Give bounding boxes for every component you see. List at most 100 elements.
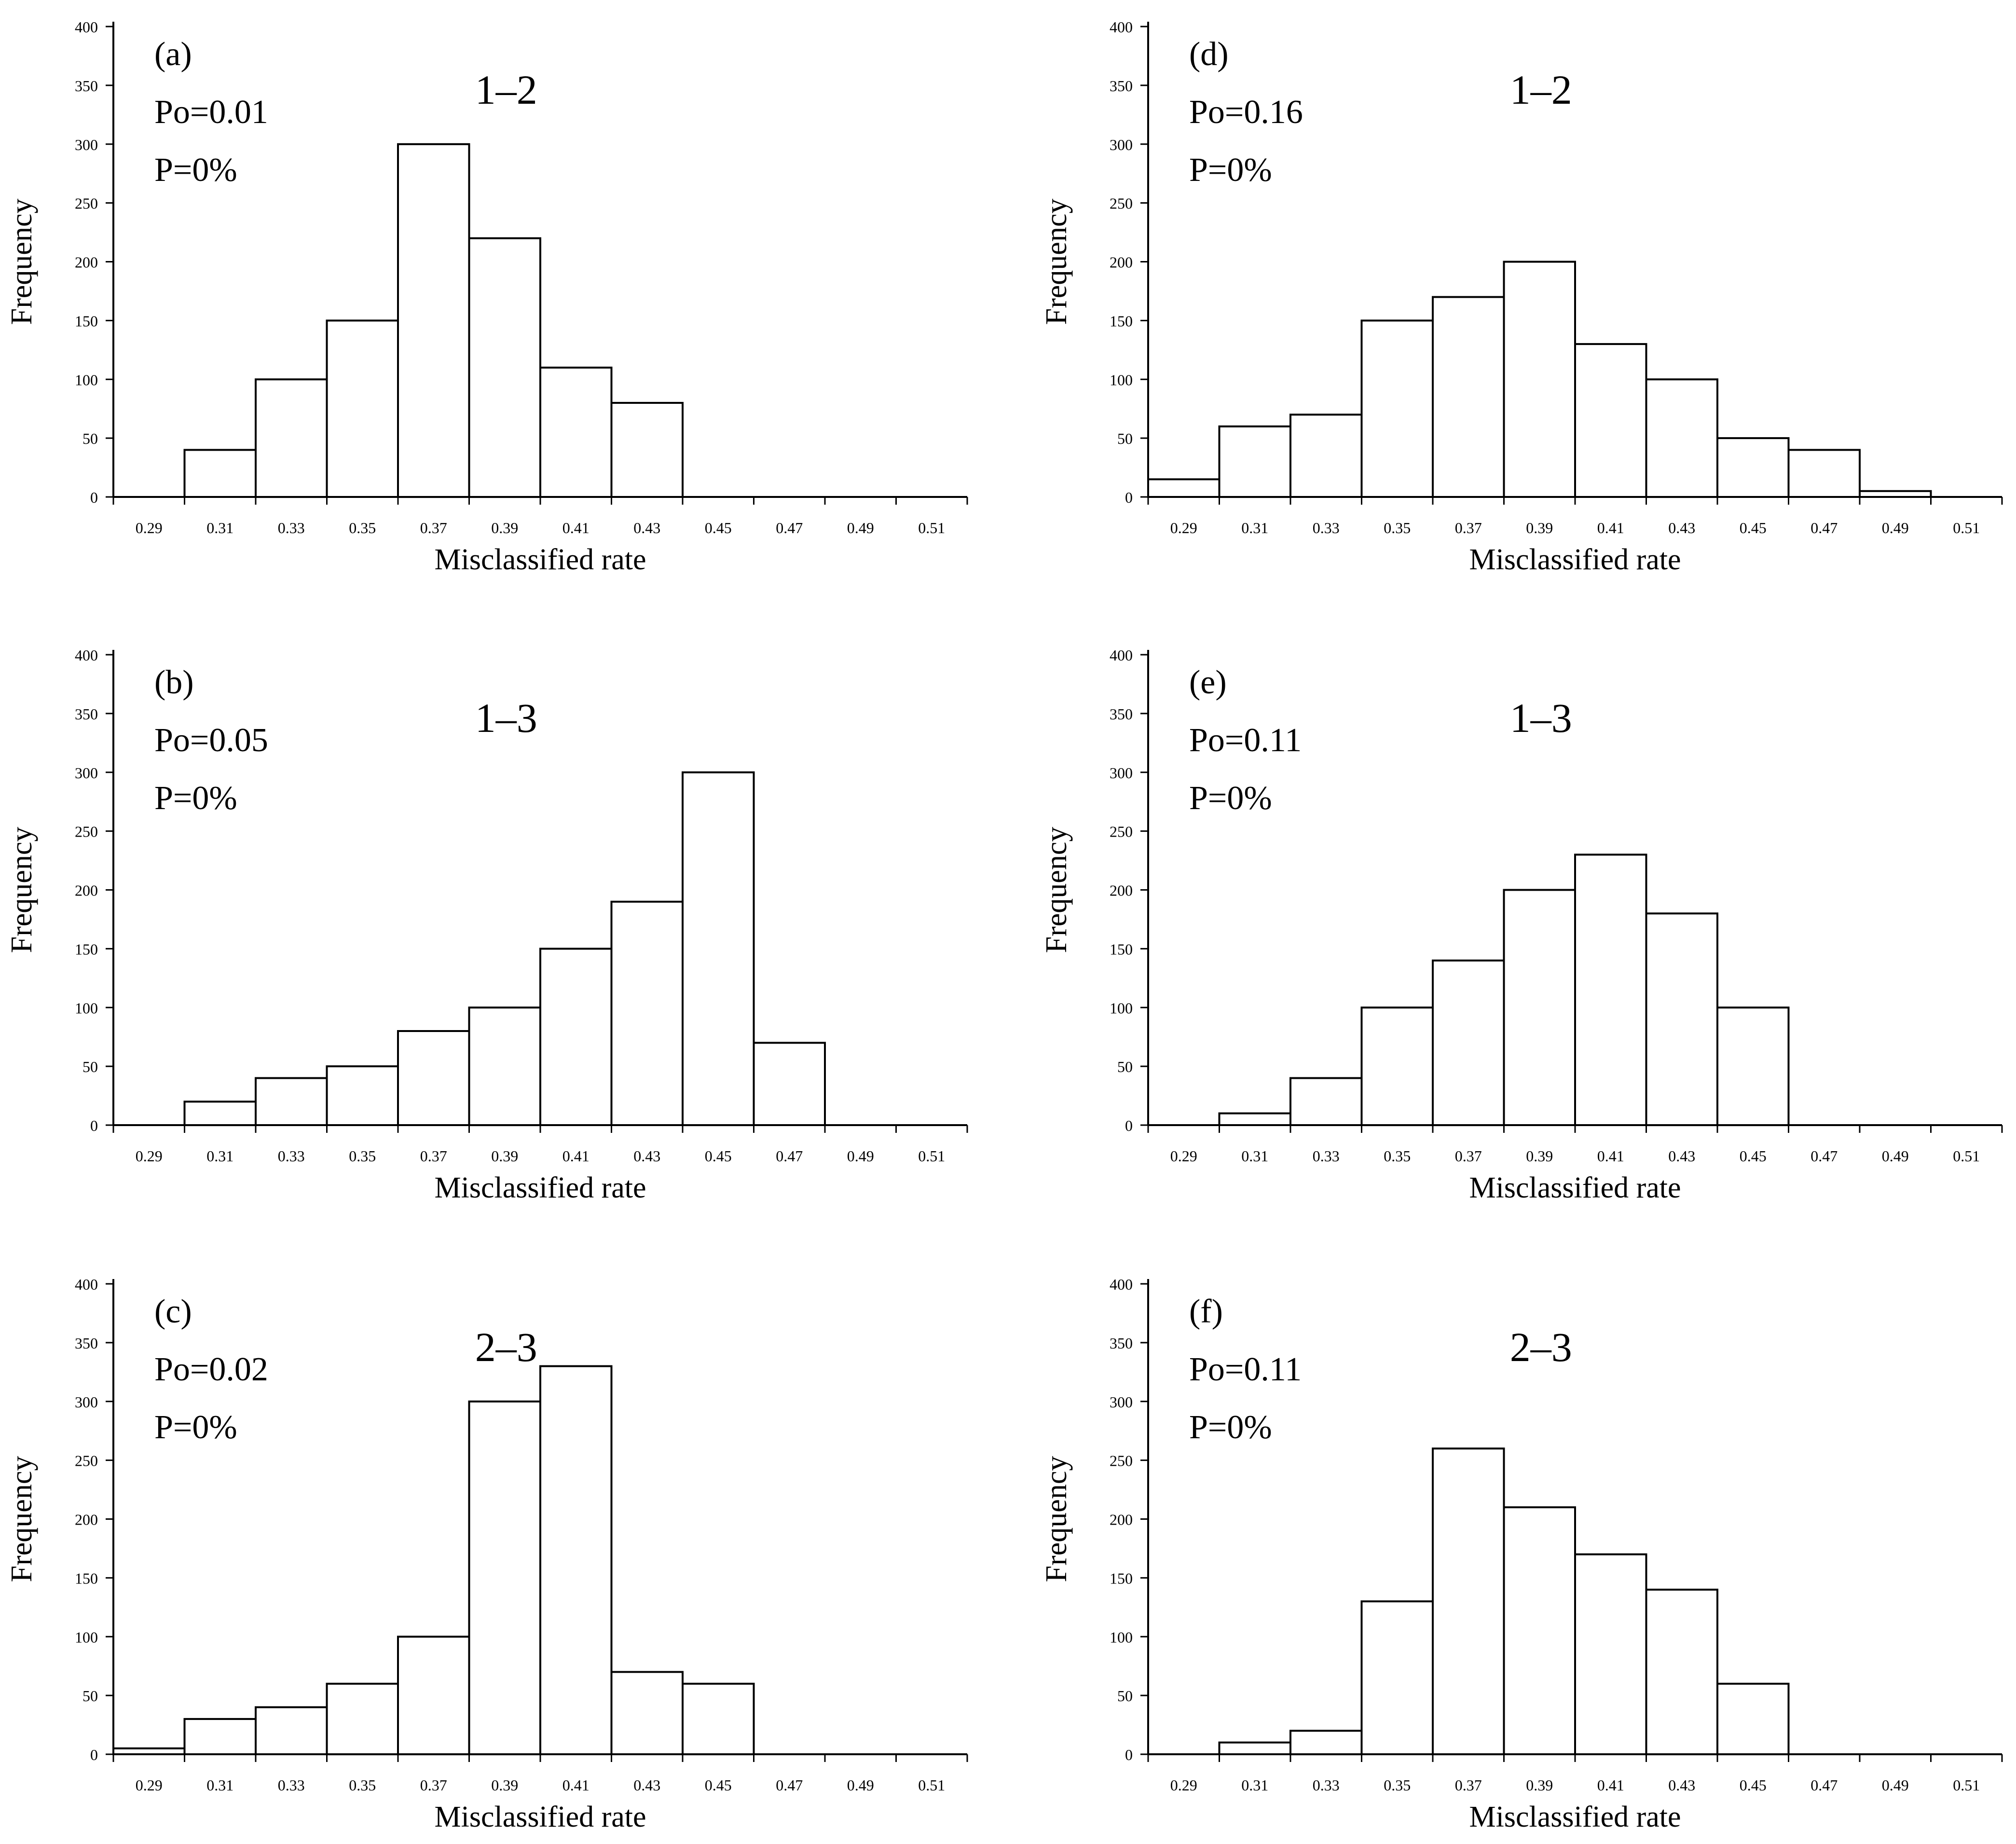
- histogram-bar: [1716, 1006, 1790, 1127]
- histogram-bar: [1218, 425, 1291, 498]
- y-tick-label: 250: [75, 195, 98, 212]
- x-tick-label: 0.35: [1384, 519, 1411, 537]
- y-tick-label: 250: [1110, 1452, 1133, 1470]
- chart-panel-e: 0 50 100 150 200 250 300 350 400 0.29 0.31 0.33 0.35…: [1040, 647, 2003, 1204]
- histogram-bar: [610, 1671, 684, 1755]
- x-tick-label: 0.41: [1597, 519, 1624, 537]
- x-tick-label: 0.37: [1455, 1776, 1482, 1794]
- x-tick-label: 0.49: [1882, 519, 1909, 537]
- histogram-bar: [1645, 378, 1718, 498]
- x-tick-label: 0.49: [847, 1776, 874, 1794]
- x-tick-label: 0.51: [918, 1776, 945, 1794]
- histogram-bar: [1574, 343, 1647, 498]
- x-tick-label: 0.35: [1384, 1147, 1411, 1165]
- y-tick-label: 50: [82, 1058, 98, 1075]
- histogram-bar: [183, 449, 257, 498]
- histogram-bar: [1716, 437, 1790, 498]
- histogram-bar: [397, 1636, 470, 1756]
- y-tick-label: 350: [1110, 77, 1133, 95]
- x-tick-label: 0.41: [1597, 1776, 1624, 1794]
- histogram-bar: [397, 143, 470, 498]
- y-tick-label: 0: [90, 489, 98, 506]
- histogram-bar: [1218, 1741, 1291, 1756]
- y-axis-title: Frequency: [1040, 199, 1073, 325]
- histogram-bar: [682, 1682, 755, 1756]
- y-tick-label: 200: [75, 882, 98, 899]
- histogram-bar: [1289, 1077, 1363, 1126]
- y-axis-title: Frequency: [1040, 1456, 1073, 1583]
- y-tick-label: 300: [75, 136, 98, 153]
- y-tick-label: 50: [82, 430, 98, 447]
- y-tick-label: 400: [1110, 1276, 1133, 1293]
- histogram-bar: [1645, 912, 1718, 1127]
- histogram-bar: [539, 1365, 613, 1756]
- x-tick-label: 0.45: [1740, 1776, 1767, 1794]
- histogram-bar: [1360, 1006, 1434, 1127]
- y-tick-label: 300: [1110, 764, 1133, 782]
- x-tick-label: 0.45: [705, 519, 732, 537]
- x-tick-label: 0.37: [420, 1776, 447, 1794]
- x-tick-label: 0.45: [1740, 1147, 1767, 1165]
- y-tick-label: 400: [1110, 647, 1133, 664]
- x-tick-label: 0.51: [918, 1147, 945, 1165]
- y-tick-label: 250: [75, 1452, 98, 1470]
- y-tick-label: 100: [1110, 1628, 1133, 1646]
- x-axis-title: Misclassified rate: [434, 1801, 646, 1833]
- x-tick-label: 0.39: [491, 1776, 518, 1794]
- x-tick-label: 0.39: [1526, 1147, 1553, 1165]
- y-tick-label: 50: [82, 1687, 98, 1705]
- x-tick-label: 0.49: [847, 1147, 874, 1165]
- x-tick-label: 0.45: [1740, 519, 1767, 537]
- chart-panel-a: 0 50 100 150 200 250 300 350 400 0.29 0.31 0.33 0.35…: [5, 18, 968, 576]
- panel-annotation: Po=0.11: [1189, 1351, 1302, 1388]
- x-axis-title: Misclassified rate: [434, 1171, 646, 1204]
- x-tick-label: 0.29: [136, 1147, 163, 1165]
- y-tick-label: 0: [1125, 1117, 1133, 1134]
- x-tick-label: 0.39: [1526, 1776, 1553, 1794]
- panel-annotation: P=0%: [1189, 151, 1272, 189]
- panel-annotation: P=0%: [1189, 1409, 1272, 1446]
- chart-panel-f: 0 50 100 150 200 250 300 350 400 0.29 0.31 0.33 0.35…: [1040, 1276, 2003, 1833]
- panel-annotation: P=0%: [154, 1409, 237, 1446]
- histogram-bar: [468, 237, 541, 498]
- y-tick-label: 50: [1117, 430, 1133, 447]
- x-tick-label: 0.33: [278, 519, 305, 537]
- x-tick-label: 0.43: [633, 519, 660, 537]
- x-tick-label: 0.47: [776, 1147, 803, 1165]
- histogram-bar: [255, 378, 328, 498]
- histogram-bar: [539, 366, 613, 498]
- y-tick-label: 150: [75, 312, 98, 330]
- panel-annotation: Po=0.16: [1189, 94, 1303, 131]
- panel-title: 1–3: [1510, 695, 1572, 741]
- x-tick-label: 0.37: [1455, 1147, 1482, 1165]
- y-tick-label: 0: [1125, 1746, 1133, 1763]
- x-tick-label: 0.39: [1526, 519, 1553, 537]
- x-tick-label: 0.45: [705, 1776, 732, 1794]
- x-tick-label: 0.31: [1241, 1776, 1268, 1794]
- histogram-bar: [1360, 319, 1434, 498]
- y-tick-label: 350: [75, 77, 98, 95]
- x-tick-label: 0.49: [1882, 1147, 1909, 1165]
- x-tick-label: 0.31: [1241, 519, 1268, 537]
- x-tick-label: 0.33: [1313, 519, 1340, 537]
- y-tick-label: 200: [1110, 254, 1133, 271]
- histogram-bar: [1503, 1506, 1576, 1756]
- histogram-bar: [326, 319, 399, 498]
- x-tick-label: 0.33: [1313, 1147, 1340, 1165]
- y-tick-label: 200: [1110, 882, 1133, 899]
- panel-annotation: Po=0.11: [1189, 722, 1302, 759]
- y-tick-label: 400: [75, 18, 98, 36]
- histogram-bar: [468, 1006, 541, 1127]
- histogram-bar: [610, 900, 684, 1127]
- histogram-bar: [1716, 1682, 1790, 1756]
- x-tick-label: 0.35: [349, 519, 376, 537]
- y-tick-label: 50: [1117, 1687, 1133, 1705]
- histogram-bar: [397, 1030, 470, 1126]
- histogram-bar: [1432, 959, 1505, 1127]
- x-tick-label: 0.41: [1597, 1147, 1624, 1165]
- x-tick-label: 0.33: [278, 1147, 305, 1165]
- panel-annotation: Po=0.05: [154, 722, 268, 759]
- panel-label: (a): [154, 36, 192, 73]
- x-tick-label: 0.43: [633, 1776, 660, 1794]
- histogram-bar: [682, 771, 755, 1127]
